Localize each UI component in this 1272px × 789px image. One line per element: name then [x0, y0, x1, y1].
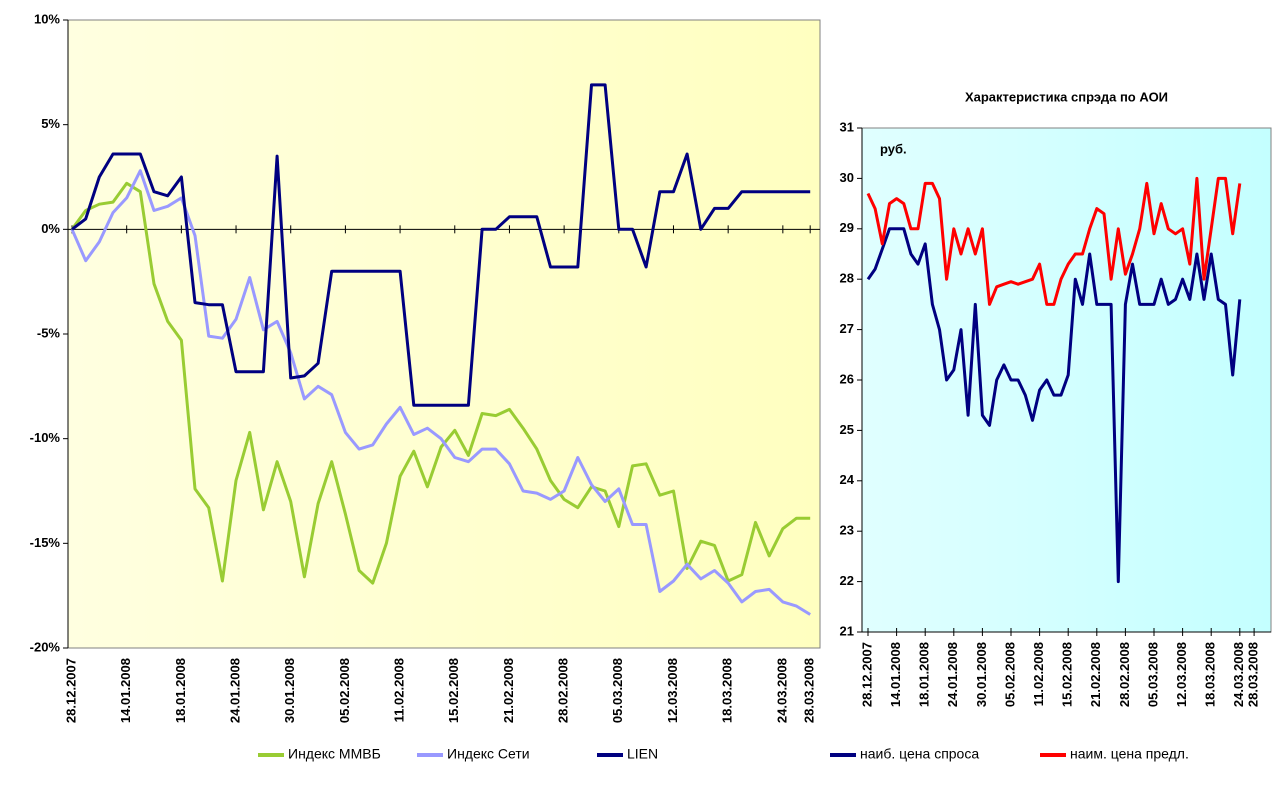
y-tick-label: 22 — [840, 573, 854, 588]
x-tick-label: 11.02.2008 — [1031, 642, 1046, 706]
x-tick-label: 28.02.2008 — [1117, 642, 1132, 707]
y-tick-label: 0% — [41, 221, 60, 236]
y-tick-label: -20% — [30, 639, 61, 654]
y-tick-label: 25 — [840, 422, 854, 437]
series-line — [866, 176, 1242, 306]
x-tick-label: 28.02.2008 — [556, 658, 571, 723]
y-tick-label: 23 — [840, 523, 854, 538]
y-tick-label: -15% — [30, 535, 61, 550]
series-line — [71, 83, 811, 407]
x-tick-label: 11.02.2008 — [392, 658, 407, 722]
x-tick-label: 21.02.2008 — [1088, 642, 1103, 707]
x-tick-label: 14.01.2008 — [888, 642, 903, 707]
x-tick-label: 24.03.2008 — [1231, 642, 1246, 707]
x-tick-label: 28.03.2008 — [1246, 642, 1261, 707]
x-tick-label: 12.03.2008 — [1174, 642, 1189, 707]
x-tick-label: 05.02.2008 — [337, 658, 352, 723]
x-tick-label: 24.01.2008 — [945, 642, 960, 707]
x-tick-label: 05.03.2008 — [1145, 642, 1160, 707]
x-tick-label: 05.03.2008 — [610, 658, 625, 723]
x-tick-label: 15.02.2008 — [1060, 642, 1075, 707]
plot-area — [67, 19, 821, 649]
legend-label: наиб. цена спроса — [860, 746, 979, 762]
annotation: руб. — [880, 141, 907, 156]
series-line — [70, 169, 811, 616]
y-tick-label: 26 — [840, 371, 854, 386]
legend-label: наим. цена предл. — [1070, 746, 1189, 762]
legend-label: Индекс ММВБ — [288, 746, 381, 762]
y-tick-label: -5% — [37, 325, 61, 340]
y-tick-label: -10% — [30, 430, 61, 445]
chart-title: Характеристика спрэда по АОИ — [965, 89, 1168, 104]
y-tick-label: 29 — [840, 220, 854, 235]
y-tick-label: 24 — [840, 472, 855, 487]
legend-label: LIEN — [627, 746, 658, 762]
x-tick-label: 18.01.2008 — [173, 658, 188, 723]
x-tick-label: 18.03.2008 — [1203, 642, 1218, 707]
series-line — [70, 181, 811, 585]
y-tick-label: 28 — [840, 271, 854, 286]
x-tick-label: 15.02.2008 — [446, 658, 461, 723]
x-tick-label: 28.12.2007 — [859, 642, 874, 707]
y-tick-label: 21 — [840, 623, 854, 638]
x-tick-label: 12.03.2008 — [665, 658, 680, 723]
y-tick-label: 30 — [840, 170, 854, 185]
x-tick-label: 30.01.2008 — [282, 658, 297, 723]
x-tick-label: 18.03.2008 — [720, 658, 735, 723]
x-tick-label: 14.01.2008 — [118, 658, 133, 723]
y-tick-label: 10% — [34, 11, 60, 26]
x-tick-label: 21.02.2008 — [501, 658, 516, 723]
series-line — [866, 227, 1242, 584]
legend-label: Индекс Сети — [447, 746, 530, 762]
y-tick-label: 31 — [840, 119, 854, 134]
x-tick-label: 28.12.2007 — [63, 658, 78, 723]
x-tick-label: 30.01.2008 — [974, 642, 989, 707]
y-tick-label: 5% — [41, 116, 60, 131]
x-tick-label: 05.02.2008 — [1002, 642, 1017, 707]
x-tick-label: 18.01.2008 — [917, 642, 932, 707]
x-tick-label: 28.03.2008 — [802, 658, 817, 723]
x-tick-label: 24.01.2008 — [227, 658, 242, 723]
x-tick-label: 24.03.2008 — [774, 658, 789, 723]
y-tick-label: 27 — [840, 321, 854, 336]
